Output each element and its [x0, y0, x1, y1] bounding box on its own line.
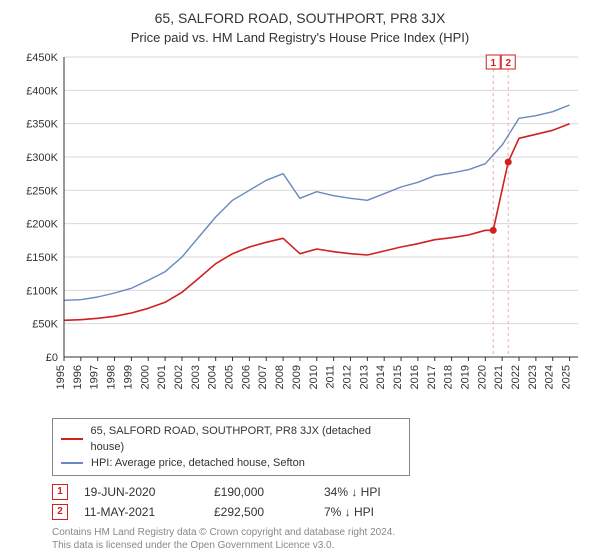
svg-text:£450K: £450K	[26, 53, 58, 64]
svg-text:£50K: £50K	[32, 318, 58, 330]
svg-text:2015: 2015	[392, 365, 404, 389]
sale-delta: 7% ↓ HPI	[324, 502, 444, 522]
svg-text:2009: 2009	[291, 365, 303, 389]
svg-text:2005: 2005	[224, 365, 236, 389]
credits-line-1: Contains HM Land Registry data © Crown c…	[52, 526, 582, 539]
svg-text:2001: 2001	[156, 365, 168, 389]
sale-price: £292,500	[214, 502, 324, 522]
svg-text:2004: 2004	[207, 365, 219, 389]
svg-text:£400K: £400K	[26, 85, 58, 97]
legend-label: HPI: Average price, detached house, Seft…	[91, 455, 305, 471]
svg-text:1997: 1997	[89, 365, 101, 389]
sale-price: £190,000	[214, 482, 324, 502]
svg-text:2017: 2017	[426, 365, 438, 389]
svg-text:2000: 2000	[139, 365, 151, 389]
legend-item: 65, SALFORD ROAD, SOUTHPORT, PR8 3JX (de…	[61, 423, 401, 455]
sale-row: 2 11-MAY-2021£292,5007% ↓ HPI	[52, 502, 582, 522]
svg-text:2011: 2011	[325, 365, 337, 389]
svg-text:£350K: £350K	[26, 118, 58, 130]
sale-row: 1 19-JUN-2020£190,00034% ↓ HPI	[52, 482, 582, 502]
svg-text:2020: 2020	[476, 365, 488, 389]
svg-text:2: 2	[505, 58, 511, 69]
sale-marker: 1	[52, 484, 68, 500]
svg-text:2024: 2024	[544, 365, 556, 389]
sale-point-2	[505, 158, 512, 165]
credits-line-2: This data is licensed under the Open Gov…	[52, 539, 582, 552]
svg-text:1995: 1995	[55, 365, 67, 389]
svg-text:2003: 2003	[190, 365, 202, 389]
page-subtitle: Price paid vs. HM Land Registry's House …	[18, 30, 582, 45]
page-title: 65, SALFORD ROAD, SOUTHPORT, PR8 3JX	[18, 10, 582, 28]
legend-swatch	[61, 438, 83, 440]
svg-text:2013: 2013	[358, 365, 370, 389]
svg-text:2021: 2021	[493, 365, 505, 389]
svg-text:1999: 1999	[122, 365, 134, 389]
svg-text:£200K: £200K	[26, 218, 58, 230]
legend-label: 65, SALFORD ROAD, SOUTHPORT, PR8 3JX (de…	[91, 423, 401, 455]
sale-date: 11-MAY-2021	[84, 502, 214, 522]
svg-text:£100K: £100K	[26, 285, 58, 297]
sale-point-1	[490, 226, 497, 233]
sale-delta: 34% ↓ HPI	[324, 482, 444, 502]
svg-text:2025: 2025	[561, 365, 573, 389]
svg-text:£300K: £300K	[26, 152, 58, 164]
svg-text:2023: 2023	[527, 365, 539, 389]
svg-text:2007: 2007	[257, 365, 269, 389]
svg-text:2014: 2014	[375, 365, 387, 389]
svg-text:2010: 2010	[308, 365, 320, 389]
svg-text:2008: 2008	[274, 365, 286, 389]
svg-text:£0: £0	[46, 352, 58, 364]
svg-text:2002: 2002	[173, 365, 185, 389]
sales-table: 1 19-JUN-2020£190,00034% ↓ HPI 2 11-MAY-202…	[52, 482, 582, 522]
svg-text:2022: 2022	[510, 364, 522, 388]
sale-date: 19-JUN-2020	[84, 482, 214, 502]
svg-text:1996: 1996	[72, 365, 84, 389]
svg-text:1998: 1998	[106, 365, 118, 389]
legend-item: HPI: Average price, detached house, Seft…	[61, 455, 401, 471]
svg-text:£150K: £150K	[26, 252, 58, 264]
svg-text:2016: 2016	[409, 365, 421, 389]
svg-text:2019: 2019	[459, 365, 471, 389]
svg-text:£250K: £250K	[26, 185, 58, 197]
legend-swatch	[61, 462, 83, 464]
data-credits: Contains HM Land Registry data © Crown c…	[52, 526, 582, 552]
chart-legend: 65, SALFORD ROAD, SOUTHPORT, PR8 3JX (de…	[52, 418, 410, 476]
svg-text:2006: 2006	[240, 365, 252, 389]
price-chart: £0 £50K £100K £150K £200K £250K £300K £350K £400…	[18, 53, 582, 408]
svg-text:2012: 2012	[341, 365, 353, 389]
sale-marker: 2	[52, 504, 68, 520]
svg-text:2018: 2018	[443, 365, 455, 389]
svg-text:1: 1	[490, 58, 496, 69]
